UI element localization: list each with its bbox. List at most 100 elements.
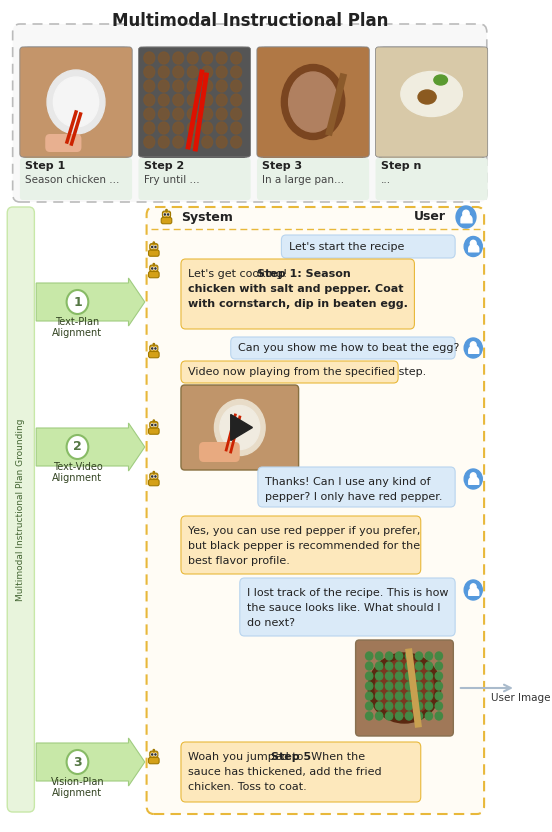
FancyBboxPatch shape [7,207,34,812]
FancyBboxPatch shape [257,47,369,157]
FancyBboxPatch shape [148,757,159,764]
Circle shape [231,108,242,120]
Circle shape [425,702,433,710]
Text: Text-Video: Text-Video [52,462,102,472]
FancyArrow shape [36,423,145,471]
Circle shape [155,475,157,478]
Circle shape [470,584,476,590]
Circle shape [216,80,227,92]
Text: Woah you jumped to: Woah you jumped to [188,752,307,762]
FancyBboxPatch shape [141,47,248,158]
Circle shape [202,122,213,134]
FancyBboxPatch shape [258,467,455,507]
FancyBboxPatch shape [378,47,485,158]
Circle shape [158,52,169,64]
Circle shape [435,672,443,680]
Circle shape [158,108,169,120]
Circle shape [415,692,423,700]
Text: User Image: User Image [491,693,551,703]
Circle shape [164,214,166,215]
Text: but black pepper is recommended for the: but black pepper is recommended for the [188,541,420,551]
Circle shape [155,347,157,349]
Circle shape [405,672,412,680]
Text: Alignment: Alignment [52,328,103,338]
Circle shape [231,80,242,92]
Circle shape [167,213,169,215]
Text: Text-Plan: Text-Plan [55,317,99,327]
Circle shape [415,682,423,690]
Circle shape [202,80,213,92]
Circle shape [47,70,105,134]
FancyBboxPatch shape [181,516,421,574]
FancyBboxPatch shape [161,217,172,224]
Text: do next?: do next? [247,618,295,628]
Circle shape [231,136,242,148]
FancyBboxPatch shape [181,361,398,383]
Circle shape [231,52,242,64]
FancyBboxPatch shape [25,47,126,160]
Circle shape [67,290,88,314]
Text: Vision-Plan: Vision-Plan [51,777,104,787]
Text: Season chicken ...: Season chicken ... [25,175,120,185]
FancyBboxPatch shape [257,158,369,200]
Circle shape [385,702,392,710]
Text: Let's get cooking!: Let's get cooking! [188,269,291,279]
Circle shape [152,246,153,248]
Text: Alignment: Alignment [52,788,103,798]
Circle shape [375,712,383,720]
FancyBboxPatch shape [139,47,251,157]
Circle shape [375,652,383,660]
Text: chicken. Toss to coat.: chicken. Toss to coat. [188,782,307,792]
Circle shape [464,236,482,256]
Circle shape [144,80,155,92]
Circle shape [395,682,402,690]
FancyBboxPatch shape [23,47,129,158]
Circle shape [144,52,155,64]
Circle shape [365,682,373,690]
Circle shape [375,692,383,700]
Circle shape [463,210,469,217]
Circle shape [385,712,392,720]
Circle shape [173,122,184,134]
Circle shape [365,692,373,700]
Circle shape [151,347,153,349]
Circle shape [435,652,443,660]
Circle shape [187,94,198,106]
Circle shape [375,702,383,710]
Text: Yes, you can use red pepper if you prefer,: Yes, you can use red pepper if you prefe… [188,526,421,536]
Circle shape [216,52,227,64]
Circle shape [158,66,169,78]
Text: Alignment: Alignment [52,473,103,483]
Circle shape [202,136,213,148]
Circle shape [153,242,155,244]
Circle shape [220,405,259,449]
Ellipse shape [289,72,337,132]
Circle shape [155,348,156,349]
Circle shape [231,94,242,106]
Circle shape [151,475,153,478]
Circle shape [405,712,412,720]
Circle shape [144,94,155,106]
Circle shape [435,712,443,720]
Circle shape [470,342,476,349]
Circle shape [155,754,156,755]
Circle shape [405,702,412,710]
Circle shape [158,122,169,134]
Circle shape [415,662,423,670]
Text: 3: 3 [73,755,82,769]
Circle shape [216,108,227,120]
Circle shape [395,652,402,660]
FancyBboxPatch shape [150,422,158,428]
FancyBboxPatch shape [139,158,251,200]
Circle shape [216,66,227,78]
FancyBboxPatch shape [20,47,132,157]
FancyBboxPatch shape [259,47,367,158]
FancyBboxPatch shape [150,751,158,757]
Ellipse shape [282,65,345,140]
Circle shape [164,213,166,215]
Circle shape [144,136,155,148]
Circle shape [395,662,402,670]
Text: 1: 1 [73,295,82,309]
FancyBboxPatch shape [148,351,159,358]
Circle shape [415,672,423,680]
